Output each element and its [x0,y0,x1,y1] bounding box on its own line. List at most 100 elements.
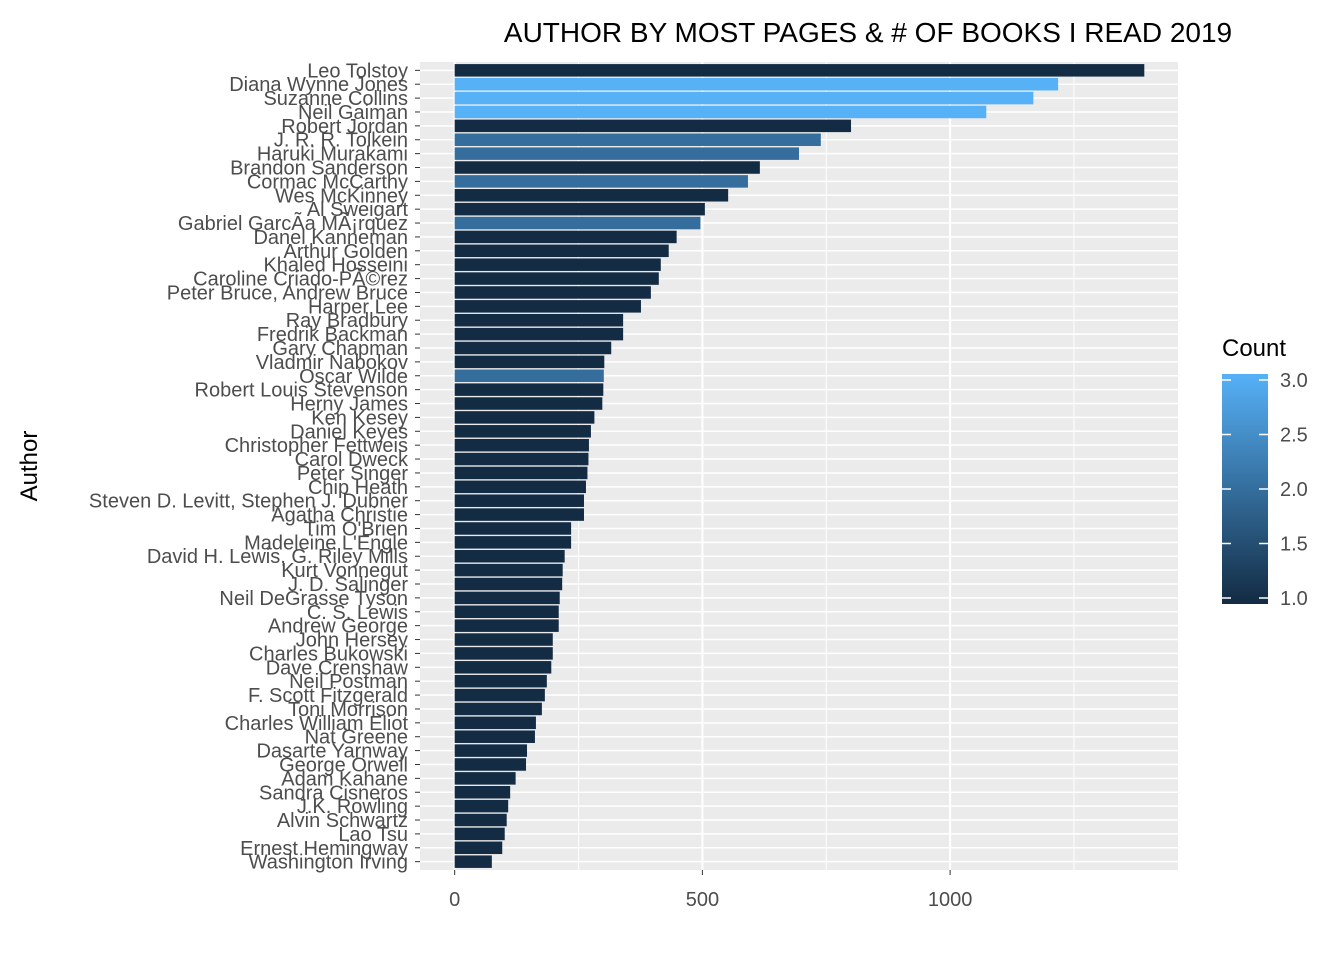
legend-tick-label: 3.0 [1280,370,1308,392]
y-tick-label: Gary Chapman [272,338,408,360]
bar [454,397,603,410]
bar [454,369,604,383]
legend: Count 1.0 1.5 2.0 2.5 3.0 [1222,335,1308,610]
bar [454,91,1034,105]
bar [454,688,545,702]
bar [454,647,553,660]
bar [454,327,624,341]
y-tick-label: Robert Louis Stevenson [195,380,408,402]
y-tick-label: Agatha Christie [271,505,408,527]
y-tick-label: Suzanne Collins [263,88,408,110]
y-tick-label: Vladmir Nabokov [256,352,408,374]
bar [454,119,852,133]
x-tick-label: 500 [686,889,719,911]
bar [454,438,589,452]
y-tick-label: Oscar Wilde [299,366,408,388]
y-tick-label: Nat Greene [305,727,408,749]
bar [454,730,535,743]
bar [454,300,641,313]
y-tick-label: Neil Gaiman [298,102,408,124]
y-tick-label: Alvin Schwartz [277,810,408,832]
bar [454,425,591,438]
y-tick-label: Adam Kahane [281,768,408,790]
y-tick-label: C. S. Lewis [307,602,408,624]
y-tick-label: Harper Lee [308,296,408,318]
y-tick-label: Leo Tolstoy [307,60,408,82]
bar [454,841,503,855]
legend-ticks: 1.0 1.5 2.0 2.5 3.0 [1222,370,1308,610]
bar [454,77,1059,91]
y-tick-label: Dave Crenshaw [266,657,409,679]
y-tick-label: George Orwell [279,754,408,776]
bar [454,799,509,813]
y-tick-label: Robert Jordan [281,116,408,138]
bar [454,813,507,827]
y-tick-label: Sandra Cisneros [259,782,408,804]
y-tick-label: F. Scott Fitzgerald [248,685,408,707]
y-tick-label: Madeleine L'Engle [244,532,408,554]
bar [454,355,605,369]
bar [454,827,505,841]
y-tick-label: Washington Irving [249,852,408,874]
y-tick-label: J.K. Rowling [297,796,408,818]
y-tick-label: Chip Heath [308,477,408,499]
legend-tick-label: 2.0 [1280,479,1308,501]
bar [454,702,542,716]
bar [454,189,729,202]
bar [454,411,595,424]
y-tick-label: Al Sweigart [307,199,409,221]
y-tick-label: Ray Bradbury [286,310,408,332]
y-tick-label: Brandon Sanderson [230,158,408,180]
y-tick-label: Peter Singer [297,463,409,485]
x-tick-labels: 0 500 1000 [449,870,972,911]
y-tick-label: Charles Bukowski [249,643,408,665]
legend-title: Count [1222,335,1286,362]
bar [454,855,492,868]
bar [454,383,604,396]
y-tick-label: Arthur Golden [283,241,408,263]
bar [454,549,565,563]
y-tick-label: Fredrik Backman [257,324,408,346]
y-tick-label: John Hersey [296,630,408,652]
x-tick-label: 1000 [928,889,973,911]
bar [454,202,705,216]
legend-tick-label: 2.5 [1280,425,1308,447]
y-tick-label: Wes McKinney [275,185,408,207]
legend-tick-label: 1.0 [1280,588,1308,610]
bar [454,633,553,646]
bar [454,772,516,785]
y-tick-label: Cormac McCarthy [247,171,408,193]
bar [454,147,799,160]
bar [454,661,552,674]
bar [454,64,1145,77]
bar [454,786,511,799]
y-tick-label: Tim O'Brien [304,518,408,540]
y-tick-label: Neil DeGrasse Tyson [219,588,408,610]
bar [454,480,586,494]
bar [454,577,563,591]
y-tick-label: J. D. Salinger [288,574,408,596]
y-tick-label: J. R. R. Tolkein [274,130,408,152]
bar [454,716,536,730]
y-tick-label: Steven D. Levitt, Stephen J. Dubner [89,491,408,513]
y-tick-label: Ken Kesey [311,407,408,429]
y-tick-label: Danel Kanneman [253,227,408,249]
bar [454,758,527,771]
bar [454,258,661,271]
y-tick-label: Carol Dweck [295,449,409,471]
y-tick-label: Khaled Hosseini [263,255,408,277]
bars [454,64,1145,868]
y-tick-label: Dasarte Yarnway [256,741,408,763]
bar [454,105,987,119]
y-tick-label: Neil Postman [289,671,408,693]
bar [454,605,559,619]
y-tick-label: Lao Tsu [338,824,408,846]
bar [454,286,651,299]
y-tick-label: Andrew George [268,616,408,638]
y-tick-label: David H. Lewis, G. Riley Mills [147,546,408,568]
y-tick-label: Herny James [290,394,408,416]
bar [454,216,701,230]
y-tick-label: Peter Bruce, Andrew Bruce [167,282,408,304]
bar [454,133,821,146]
